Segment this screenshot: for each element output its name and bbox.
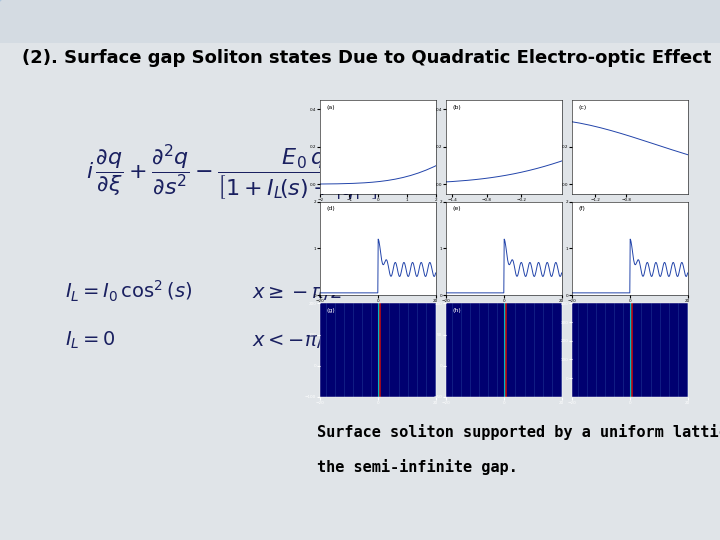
Text: (e): (e) [452,206,461,211]
FancyBboxPatch shape [0,43,720,540]
Text: (d): (d) [326,206,335,211]
Text: (f): (f) [578,206,585,211]
Text: (2). Surface gap Soliton states Due to Quadratic Electro-optic Effect: (2). Surface gap Soliton states Due to Q… [22,49,711,66]
Text: (h): (h) [452,308,461,313]
Text: $I_L = I_0\,\cos^2(s)$: $I_L = I_0\,\cos^2(s)$ [65,279,192,304]
Text: Surface soliton supported by a uniform lattice in: Surface soliton supported by a uniform l… [317,424,720,440]
Text: $x \geq -\pi/2$: $x \geq -\pi/2$ [252,281,342,302]
Text: (c): (c) [578,105,586,110]
Text: (b): (b) [452,105,461,110]
Text: (g): (g) [326,308,335,313]
Text: (a): (a) [326,105,335,110]
Text: $I_L = 0$: $I_L = 0$ [65,329,116,351]
Text: the semi-infinite gap.: the semi-infinite gap. [317,459,518,475]
Text: $i\,\dfrac{\partial q}{\partial \xi}+\dfrac{\partial^2 q}{\partial s^2}-\dfrac{E: $i\,\dfrac{\partial q}{\partial \xi}+\df… [86,143,434,203]
Text: $x < -\pi/2$: $x < -\pi/2$ [252,330,334,350]
